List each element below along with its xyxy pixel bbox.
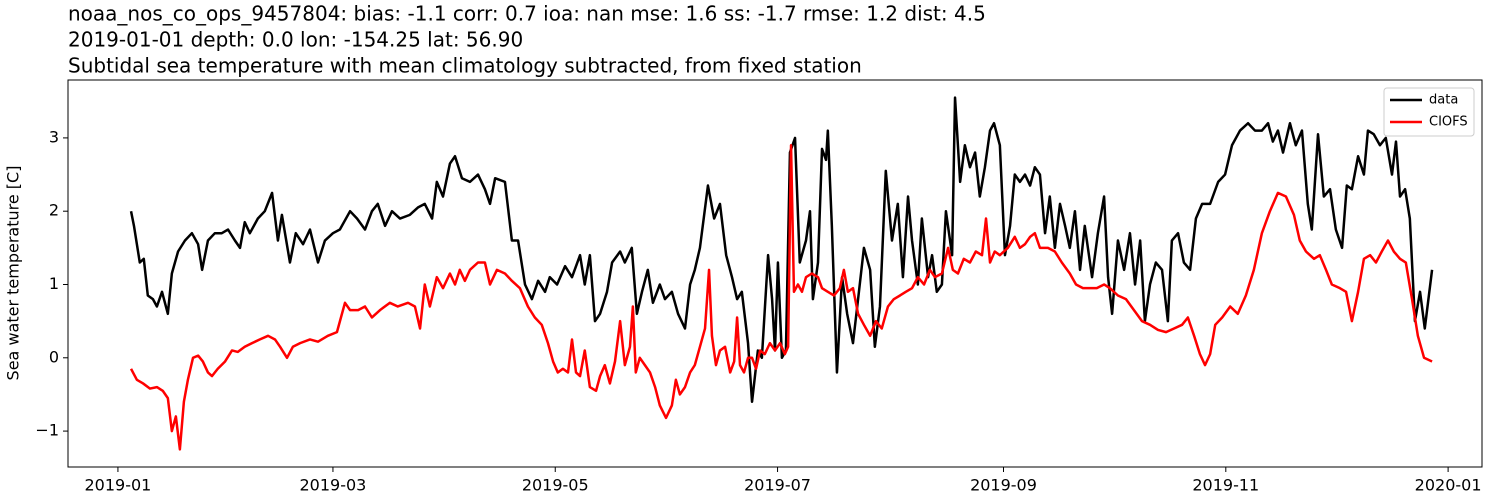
x-tick-label: 2019-03 [300, 476, 367, 495]
y-tick-label: 0 [49, 347, 59, 366]
x-tick-label: 2019-01 [84, 476, 151, 495]
x-tick-label: 2020-01 [1415, 476, 1482, 495]
legend-label: CIOFS [1429, 115, 1468, 130]
y-tick-label: 2 [49, 201, 59, 220]
series-line [129, 96, 1434, 404]
x-tick-label: 2019-11 [1192, 476, 1259, 495]
y-tick-label: −1 [35, 421, 59, 440]
y-axis-label: Sea water temperature [C] [4, 166, 23, 381]
plot-frame [67, 79, 1483, 468]
chart-title: noaa_nos_co_ops_9457804: bias: -1.1 corr… [68, 2, 986, 26]
chart-title: 2019-01-01 depth: 0.0 lon: -154.25 lat: … [68, 28, 523, 52]
chart-title: Subtidal sea temperature with mean clima… [68, 54, 862, 78]
legend-label: data [1429, 93, 1458, 108]
series-line [129, 143, 1433, 451]
y-tick-label: 1 [49, 274, 59, 293]
x-tick-label: 2019-05 [522, 476, 589, 495]
y-tick-label: 3 [49, 127, 59, 146]
x-tick-label: 2019-09 [970, 476, 1037, 495]
x-tick-label: 2019-07 [744, 476, 811, 495]
